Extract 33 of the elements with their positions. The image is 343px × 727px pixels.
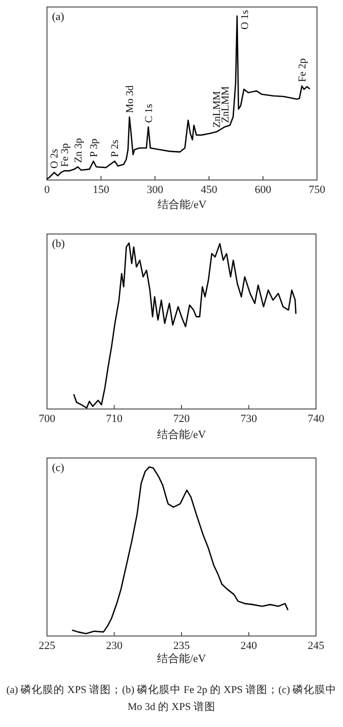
x-tick-label: 740 (308, 413, 325, 425)
x-tick-label: 450 (200, 184, 218, 196)
annotation: (c) (52, 462, 65, 474)
x-tick-label: 710 (106, 413, 123, 425)
annotation: Fe 3p (60, 143, 71, 167)
x-axis-title: 结合能/eV (158, 198, 206, 211)
annotation: P 3p (88, 138, 100, 158)
x-tick-label: 300 (146, 184, 164, 196)
annotation: O 1s (240, 10, 252, 30)
x-tick-label: 600 (254, 184, 272, 196)
annotation: O 2s (50, 148, 61, 168)
x-tick-label: 150 (92, 184, 110, 196)
x-axis-title: 结合能/eV (157, 428, 206, 441)
x-tick-label: 240 (240, 640, 258, 652)
x-tick-label: 230 (106, 640, 123, 652)
x-tick-label: 225 (38, 640, 56, 652)
annotation: (b) (52, 238, 66, 250)
annotation: Fe 2p (297, 58, 308, 82)
x-tick-label: 750 (308, 184, 326, 196)
x-axis-title: 结合能/eV (157, 652, 206, 665)
annotation: ZnLMM (220, 85, 232, 123)
x-tick-label: 700 (38, 413, 56, 425)
x-tick-label: 235 (173, 640, 190, 652)
x-tick-label: 720 (173, 413, 190, 425)
x-tick-label: 0 (44, 184, 50, 196)
annotation: Mo 3d (124, 84, 136, 114)
x-tick-label: 245 (308, 640, 325, 652)
x-tick-label: 730 (240, 413, 258, 425)
text: (a) 磷化膜的 XPS 谱图；(b) 磷化膜中 Fe 2p 的 XPS 谱图；(c) 磷化膜中 Mo 3d 的 XPS 谱图 (5, 683, 338, 715)
annotation: Zn 3p (73, 138, 84, 163)
annotation: C 1s (144, 104, 155, 123)
annotation: (a) (52, 11, 65, 23)
annotation: P 2s (110, 140, 122, 158)
